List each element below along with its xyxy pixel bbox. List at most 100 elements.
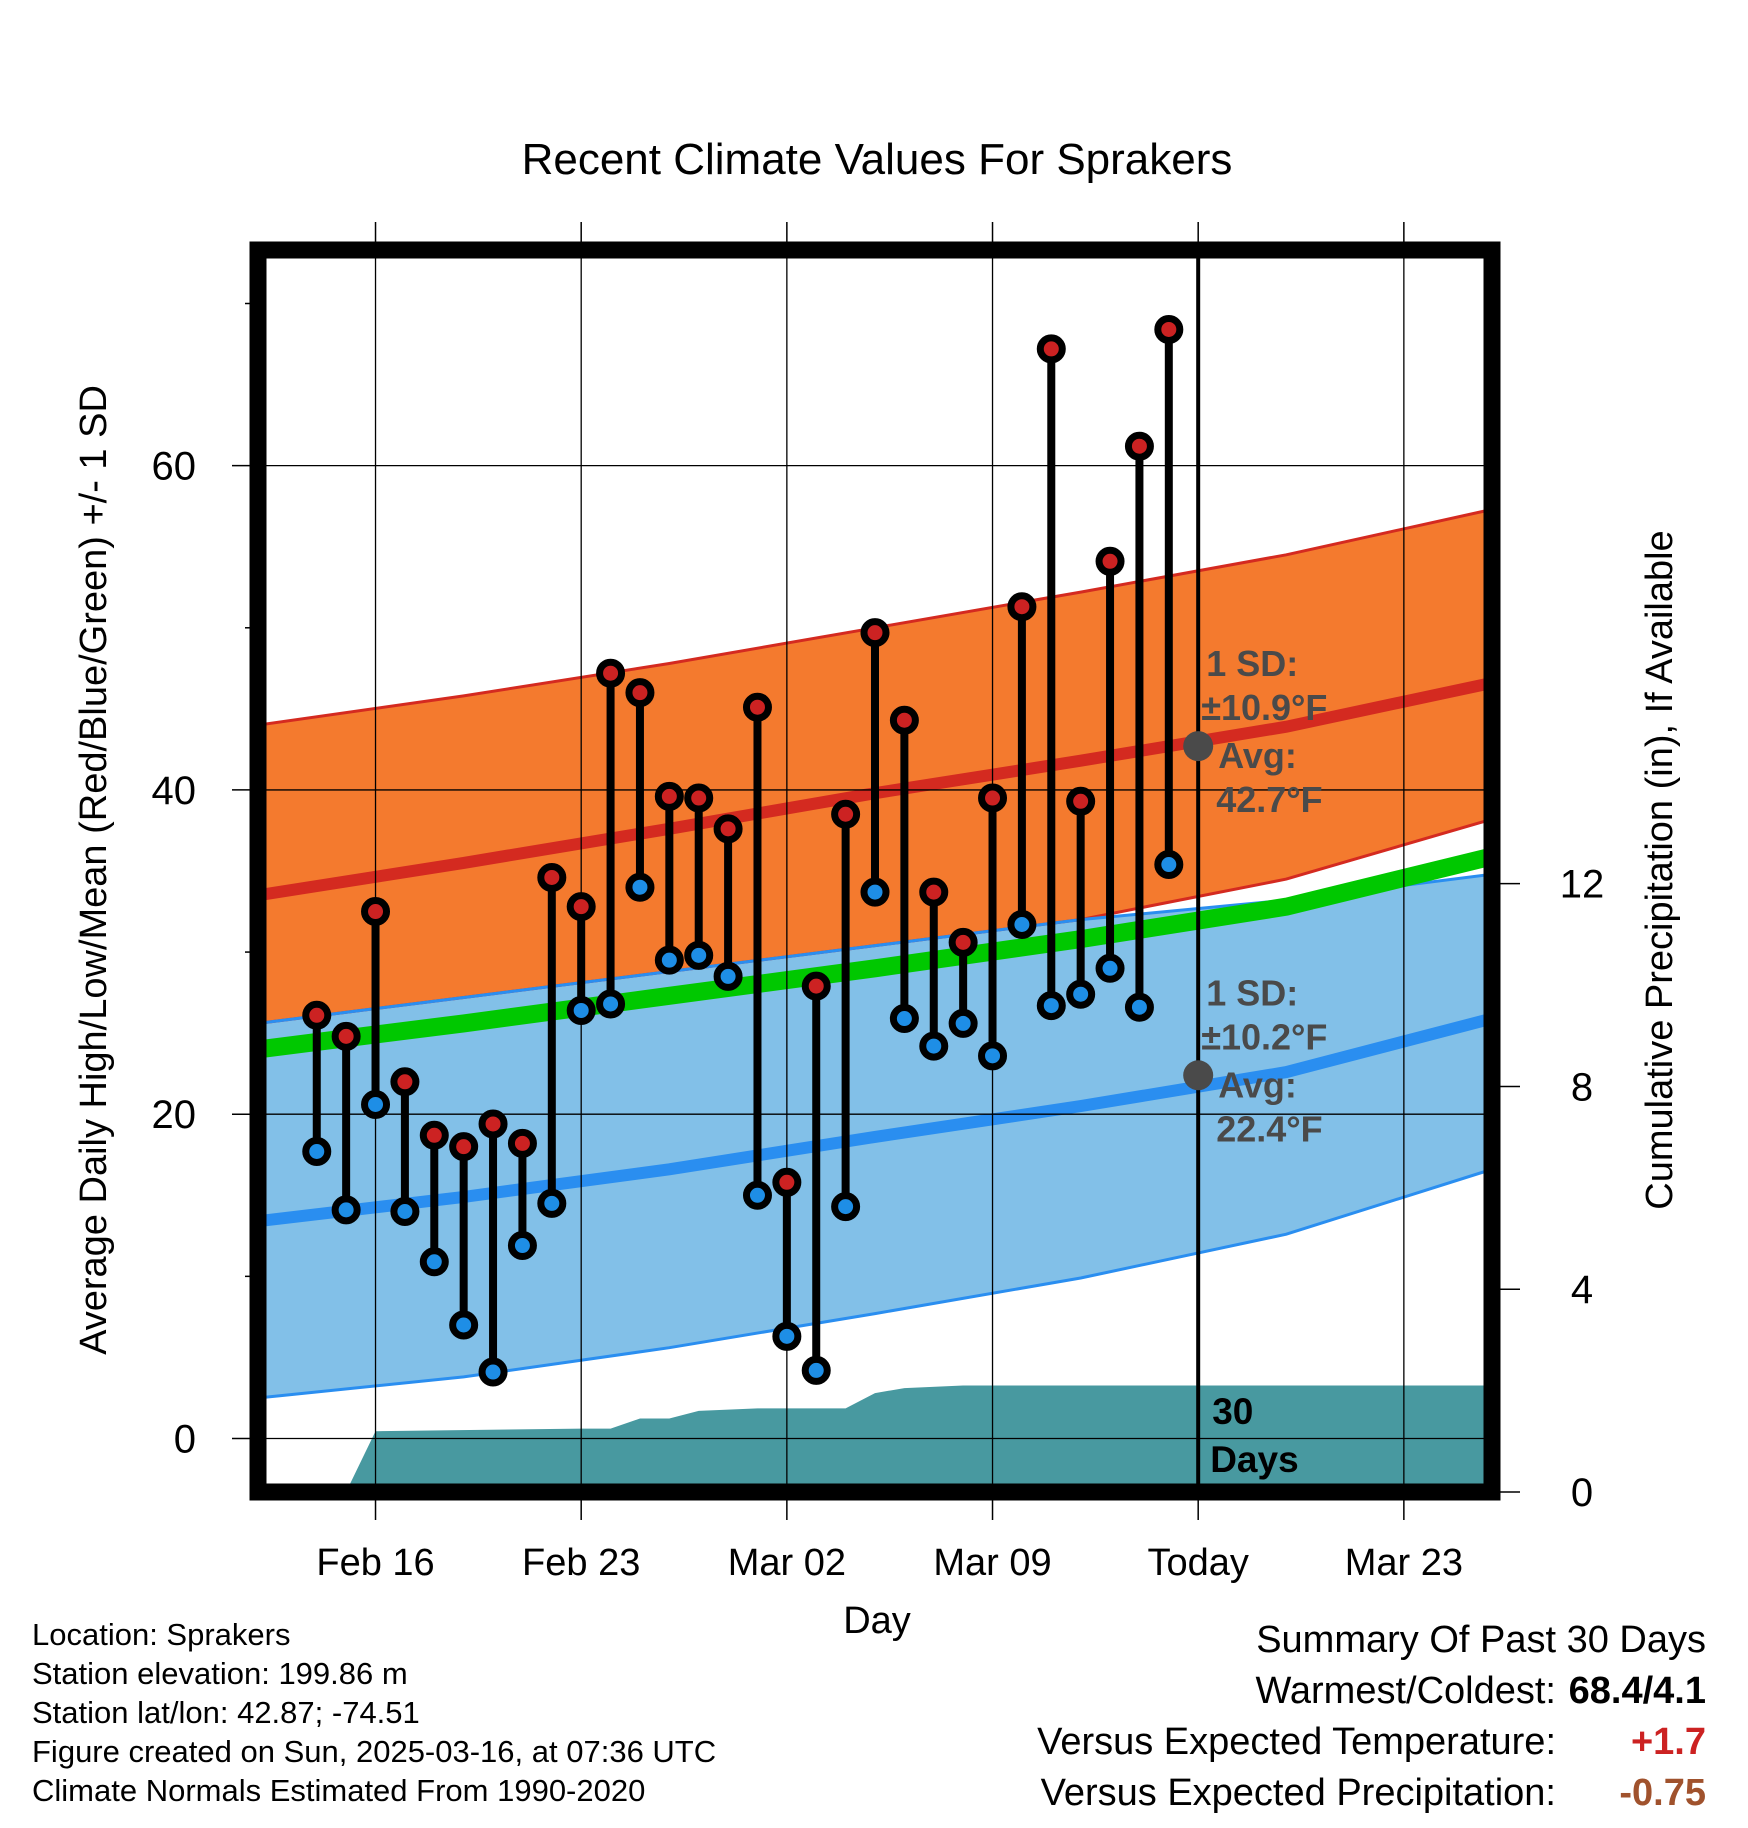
daily-low-point	[302, 1137, 332, 1167]
daily-low-point	[1154, 850, 1184, 880]
y2-tick-label: 12	[1560, 863, 1605, 907]
daily-high-point	[801, 971, 831, 1001]
x-tick-label: Mar 09	[933, 1542, 1051, 1584]
x-tick-label: Mar 02	[728, 1542, 846, 1584]
daily-low-point	[1124, 992, 1154, 1022]
daily-low-point	[449, 1310, 479, 1340]
daily-high-point	[625, 678, 655, 708]
daily-low-point	[948, 1008, 978, 1038]
x-tick-label: Feb 23	[522, 1542, 640, 1584]
high-avg-label: Avg:	[1218, 735, 1297, 776]
location-text: Location: Sprakers	[32, 1617, 291, 1652]
daily-high-point	[684, 783, 714, 813]
daily-high-point	[654, 781, 684, 811]
daily-high-point	[419, 1120, 449, 1150]
daily-high-point	[361, 897, 391, 927]
daily-low-point	[1036, 991, 1066, 1021]
daily-high-point	[1095, 546, 1125, 576]
y-axis-label: Average Daily High/Low/Mean (Red/Blue/Gr…	[73, 385, 115, 1355]
daily-low-point	[713, 961, 743, 991]
high-sd-value: ±10.9°F	[1201, 687, 1327, 728]
daily-low-point	[537, 1188, 567, 1218]
daily-low-point	[566, 995, 596, 1025]
daily-high-point	[390, 1067, 420, 1097]
daily-high-point	[742, 692, 772, 722]
daily-low-point	[772, 1321, 802, 1351]
daily-low-point	[1066, 979, 1096, 1009]
y2-tick-label: 4	[1571, 1268, 1593, 1312]
latlon-text: Station lat/lon: 42.87; -74.51	[32, 1695, 420, 1730]
daily-high-point	[566, 892, 596, 922]
normal-mean-line	[265, 848, 1485, 1058]
created-text: Figure created on Sun, 2025-03-16, at 07…	[32, 1734, 717, 1769]
daily-high-point	[537, 862, 567, 892]
y-tick-label: 60	[152, 445, 197, 489]
summary-precip-row: Versus Expected Precipitation: -0.75	[1037, 1768, 1706, 1819]
daily-high-point	[449, 1132, 479, 1162]
days-word: Days	[1210, 1439, 1298, 1480]
daily-high-point	[889, 705, 919, 735]
high-sd-label: 1 SD:	[1206, 643, 1298, 684]
daily-high-point	[713, 814, 743, 844]
temp-value: +1.7	[1630, 1721, 1706, 1763]
low-lower-sd-line	[265, 1169, 1485, 1399]
daily-low-point	[596, 989, 626, 1019]
today-high-avg-point	[1183, 731, 1214, 762]
daily-low-point	[684, 940, 714, 970]
daily-low-point	[1095, 953, 1125, 983]
low-sd-value: ±10.2°F	[1201, 1016, 1327, 1057]
daily-high-point	[1036, 334, 1066, 364]
low-avg-value: 22.4°F	[1216, 1108, 1322, 1149]
high-avg-value: 42.7°F	[1216, 779, 1322, 820]
summary-title: Summary Of Past 30 Days	[1256, 1619, 1706, 1661]
elevation-text: Station elevation: 199.86 m	[32, 1656, 408, 1691]
daily-high-point	[860, 618, 890, 648]
daily-observations	[302, 314, 1184, 1387]
daily-low-point	[331, 1195, 361, 1225]
daily-low-point	[742, 1180, 772, 1210]
daily-high-point	[1066, 786, 1096, 816]
daily-high-point	[831, 799, 861, 829]
daily-low-point	[801, 1355, 831, 1385]
precipitation-area	[349, 1385, 1485, 1485]
y2-tick-label: 8	[1571, 1065, 1593, 1109]
summary-panel: Summary Of Past 30 Days Warmest/Coldest:…	[1037, 1615, 1706, 1819]
y2-tick-label: 0	[1571, 1471, 1593, 1515]
y-tick-label: 20	[152, 1093, 197, 1137]
daily-high-point	[1124, 431, 1154, 461]
daily-high-point	[919, 877, 949, 907]
summary-temp-row: Versus Expected Temperature: +1.7	[1037, 1717, 1706, 1768]
daily-low-point	[361, 1089, 391, 1119]
summary-warm-cold-row: Warmest/Coldest: 68.4/4.1	[1037, 1666, 1706, 1717]
daily-low-point	[1007, 910, 1037, 940]
daily-low-point	[507, 1231, 537, 1261]
x-axis-label: Day	[843, 1600, 911, 1642]
axes: Feb 16 Feb 23 Mar 02 Mar 09 Today Mar 23 0 20 40…	[73, 222, 1681, 1642]
precip-value: -0.75	[1619, 1772, 1706, 1814]
daily-low-point	[478, 1357, 508, 1387]
daily-low-point	[831, 1192, 861, 1222]
daily-low-point	[625, 872, 655, 902]
x-tick-label: Feb 16	[316, 1542, 434, 1584]
low-avg-label: Avg:	[1218, 1064, 1297, 1105]
normals-text: Climate Normals Estimated From 1990-2020	[32, 1773, 646, 1808]
chart-title: Recent Climate Values For Sprakers	[522, 135, 1233, 184]
station-info: Location: Sprakers Station elevation: 19…	[32, 1615, 716, 1810]
daily-high-point	[331, 1021, 361, 1051]
daily-high-point	[302, 1000, 332, 1030]
y-tick-label: 40	[152, 769, 197, 813]
daily-low-point	[889, 1004, 919, 1034]
warm-cold-label: Warmest/Coldest:	[1255, 1670, 1556, 1712]
temp-label: Versus Expected Temperature:	[1037, 1721, 1556, 1763]
daily-low-point	[419, 1247, 449, 1277]
y2-axis-label: Cumulative Precipitation (in), If Availa…	[1639, 530, 1681, 1209]
x-tick-label: Mar 23	[1345, 1542, 1463, 1584]
daily-low-point	[390, 1196, 420, 1226]
today-low-avg-point	[1183, 1060, 1214, 1091]
daily-high-point	[1007, 592, 1037, 622]
daily-high-point	[507, 1128, 537, 1158]
daily-high-point	[978, 783, 1008, 813]
warm-cold-value: 68.4/4.1	[1568, 1670, 1706, 1712]
x-tick-label: Today	[1147, 1542, 1248, 1584]
